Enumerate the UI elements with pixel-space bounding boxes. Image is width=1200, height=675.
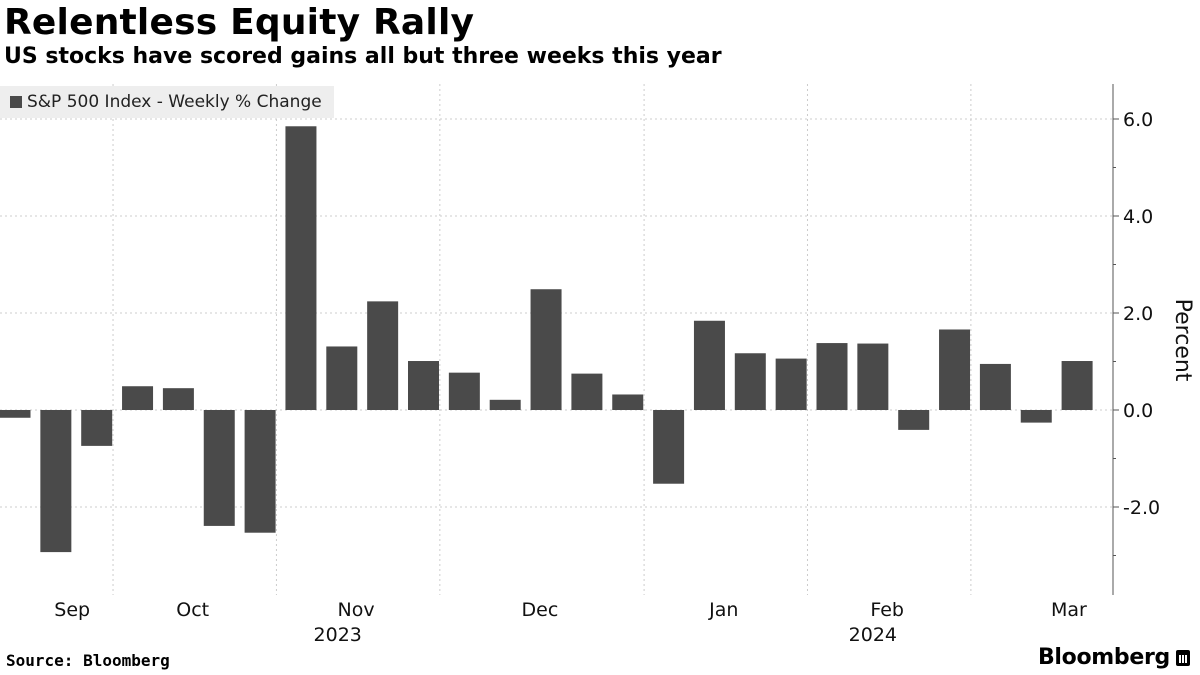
- chart-subtitle: US stocks have scored gains all but thre…: [4, 44, 722, 69]
- bar: [489, 399, 521, 410]
- bar: [612, 394, 644, 410]
- bar: [775, 358, 807, 410]
- legend-swatch: [10, 96, 22, 108]
- x-month-label: Dec: [522, 599, 559, 621]
- bar: [530, 289, 562, 410]
- bar: [653, 410, 685, 484]
- y-axis-label: Percent: [1170, 299, 1195, 382]
- bar: [162, 388, 194, 410]
- bar: [285, 126, 317, 411]
- x-year-label: 2023: [314, 624, 362, 646]
- bar: [979, 363, 1011, 410]
- bar: [1061, 361, 1093, 410]
- x-month-label: Oct: [176, 599, 209, 621]
- y-tick-label: 0.0: [1123, 400, 1153, 422]
- legend-label: S&P 500 Index - Weekly % Change: [27, 92, 322, 112]
- bar: [326, 346, 358, 410]
- x-month-label: Mar: [1051, 599, 1087, 621]
- x-month-label: Sep: [54, 599, 90, 621]
- bar: [816, 343, 848, 410]
- source-note: Source: Bloomberg: [6, 651, 170, 670]
- bar: [81, 410, 113, 446]
- x-month-label: Jan: [708, 599, 738, 621]
- bar: [693, 320, 725, 410]
- bar: [122, 386, 154, 410]
- y-tick-label: 4.0: [1123, 206, 1153, 228]
- x-year-label: 2024: [849, 624, 897, 646]
- bar: [448, 372, 480, 410]
- bar: [203, 410, 235, 526]
- x-month-label: Feb: [870, 599, 904, 621]
- bar: [367, 301, 399, 410]
- bar: [857, 343, 889, 410]
- bar: [898, 410, 930, 430]
- bar: [244, 410, 276, 533]
- bloomberg-terminal-icon: [1176, 649, 1190, 666]
- bar: [1020, 410, 1052, 423]
- bloomberg-logo: Bloomberg: [1038, 645, 1190, 670]
- legend: S&P 500 Index - Weekly % Change: [0, 86, 334, 118]
- y-tick-label: 6.0: [1123, 109, 1153, 131]
- bar: [40, 410, 72, 553]
- bar: [408, 361, 439, 410]
- y-tick-label: -2.0: [1123, 497, 1160, 519]
- bar: [734, 353, 766, 410]
- bar: [0, 410, 31, 418]
- x-month-label: Nov: [338, 599, 375, 621]
- y-tick-label: 2.0: [1123, 303, 1153, 325]
- bar: [939, 329, 971, 410]
- chart-title: Relentless Equity Rally: [4, 2, 475, 43]
- bar: [571, 373, 603, 410]
- brand-name: Bloomberg: [1037, 645, 1170, 670]
